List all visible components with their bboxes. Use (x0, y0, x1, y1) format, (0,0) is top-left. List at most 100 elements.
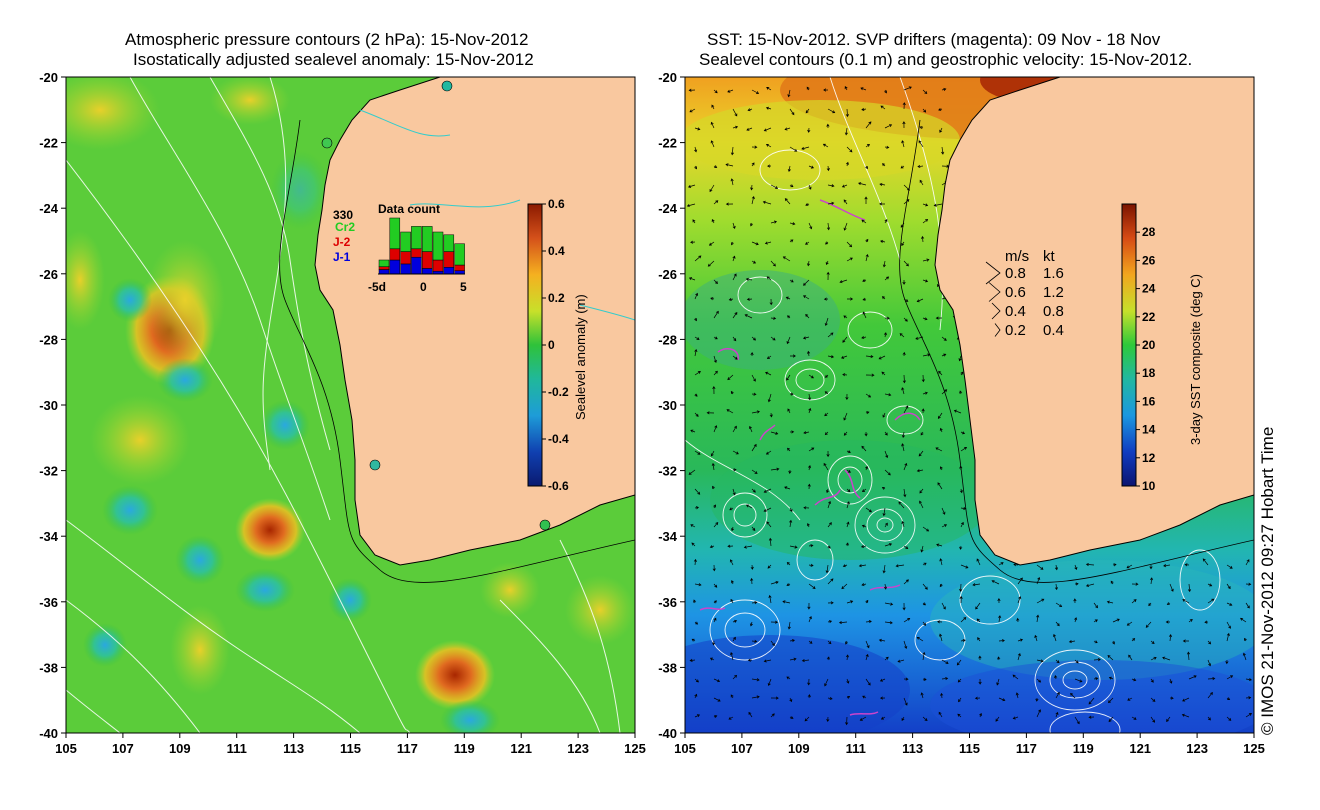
velocity-arrow (1012, 674, 1019, 680)
velocity-arrow (807, 694, 811, 699)
velocity-arrow (768, 537, 772, 547)
velocity-arrow (763, 127, 772, 132)
velocity-arrow (807, 465, 812, 471)
australia-land-left (314, 77, 635, 566)
tide-gauge-marker (369, 459, 381, 471)
left-lat-tick-label: -38 (39, 660, 58, 675)
velocity-arrow (902, 602, 906, 611)
sla-colorbar-tick-label: -0.4 (548, 432, 569, 446)
velocity-arrow (884, 656, 889, 661)
velocity-arrow (764, 241, 772, 245)
velocity-arrow (865, 373, 875, 377)
velocity-arrow (1207, 598, 1215, 604)
data-count-bar-red (378, 266, 390, 270)
velocity-arrow (991, 580, 1000, 585)
velocity-arrow (960, 564, 969, 569)
velocity-arrow (865, 411, 870, 415)
velocity-arrow (1106, 600, 1114, 604)
right-lon-tick-label: 119 (1073, 741, 1094, 756)
sla-colorbar-tick-label: 0.4 (548, 244, 565, 258)
velocity-arrow (732, 488, 736, 496)
velocity-arrow (922, 621, 927, 626)
velocity-arrow (840, 355, 848, 359)
velocity-arrow (789, 639, 796, 643)
velocity-arrow (998, 562, 1004, 566)
velocity-arrow (732, 255, 736, 262)
velocity-arrow (960, 617, 967, 623)
velocity-arrow (769, 412, 773, 418)
velocity-arrow (865, 640, 870, 649)
velocity-arrow (1187, 583, 1192, 593)
sst-colorbar-label: 3-day SST composite (deg C) (1188, 274, 1203, 445)
velocity-arrow (805, 108, 810, 114)
velocity-arrow (767, 164, 772, 168)
left-lat-tick-label: -26 (39, 267, 58, 282)
velocity-arrow (745, 504, 753, 509)
velocity-arrow (789, 697, 793, 703)
data-count-bar-blue (411, 256, 422, 275)
velocity-arrow (770, 467, 780, 471)
copyright-text: © IMOS 21-Nov-2012 09:27 Hobart Time (1258, 426, 1277, 735)
velocity-arrow (713, 697, 721, 702)
velocity-arrow (786, 676, 791, 680)
velocity-legend-kt: 1.2 (1043, 284, 1064, 301)
velocity-arrow (730, 580, 734, 585)
velocity-legend-ms: 0.6 (1005, 284, 1026, 301)
velocity-arrow (827, 578, 834, 585)
velocity-arrow (1017, 577, 1023, 585)
velocity-arrow (1055, 691, 1060, 699)
velocity-arrow (878, 355, 886, 360)
velocity-arrow (998, 615, 1002, 623)
right-lon-tick-label: 117 (1016, 741, 1037, 756)
velocity-legend-arrow (988, 282, 1001, 302)
velocity-arrow (1181, 713, 1190, 718)
velocity-arrow (732, 355, 738, 360)
velocity-arrow (766, 86, 772, 91)
velocity-arrow (903, 405, 909, 414)
velocity-arrow (1207, 640, 1212, 645)
data-count-bar-blue (389, 259, 401, 275)
velocity-arrow (1074, 564, 1078, 571)
shelf-break-left (279, 119, 635, 583)
velocity-arrow (709, 184, 715, 193)
velocity-arrow (708, 241, 715, 246)
velocity-arrow (841, 184, 848, 188)
velocity-arrow (807, 350, 811, 357)
velocity-arrow (1112, 618, 1120, 623)
velocity-arrow (1150, 678, 1154, 683)
velocity-arrow (1088, 715, 1095, 719)
velocity-arrow (1126, 564, 1133, 569)
velocity-arrow (786, 583, 791, 587)
velocity-arrow (1169, 678, 1173, 684)
velocity-arrow (1034, 634, 1038, 642)
velocity-arrow (687, 184, 696, 188)
sst-colorbar-tick-label: 10 (1142, 479, 1156, 493)
velocity-arrow (884, 469, 891, 476)
velocity-arrow (693, 599, 697, 604)
velocity-arrow (824, 317, 829, 327)
velocity-arrow (960, 446, 968, 452)
velocity-arrow (916, 298, 924, 303)
velocity-arrow (879, 202, 886, 206)
velocity-arrow (732, 619, 738, 623)
velocity-arrow (841, 583, 848, 590)
velocity-arrow (732, 450, 739, 455)
velocity-arrow (826, 656, 830, 661)
velocity-arrow (694, 412, 699, 417)
velocity-arrow (884, 316, 890, 320)
left-lat-tick-label: -36 (39, 595, 58, 610)
velocity-arrow (713, 504, 717, 509)
velocity-arrow (713, 370, 718, 376)
velocity-arrow (899, 333, 905, 338)
velocity-arrow (770, 220, 778, 224)
velocity-arrow (1226, 675, 1234, 680)
sst-yellow-band (685, 100, 960, 180)
velocity-arrow (883, 332, 888, 338)
velocity-arrow (977, 637, 981, 642)
velocity-arrow (789, 279, 794, 283)
velocity-arrow (939, 633, 943, 642)
velocity-arrow (803, 279, 810, 286)
velocity-legend-arrow (991, 302, 1001, 320)
velocity-arrow (862, 279, 867, 283)
velocity-arrow (732, 636, 736, 642)
